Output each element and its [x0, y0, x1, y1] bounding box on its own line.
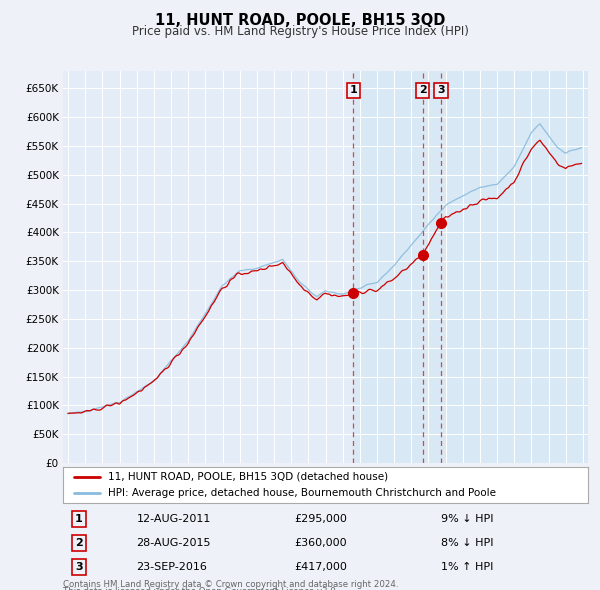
Text: 28-AUG-2015: 28-AUG-2015 [137, 538, 211, 548]
Text: £417,000: £417,000 [294, 562, 347, 572]
Text: Price paid vs. HM Land Registry's House Price Index (HPI): Price paid vs. HM Land Registry's House … [131, 25, 469, 38]
Text: 1: 1 [349, 86, 357, 96]
Text: 23-SEP-2016: 23-SEP-2016 [137, 562, 208, 572]
Text: 11, HUNT ROAD, POOLE, BH15 3QD: 11, HUNT ROAD, POOLE, BH15 3QD [155, 13, 445, 28]
Text: 11, HUNT ROAD, POOLE, BH15 3QD (detached house): 11, HUNT ROAD, POOLE, BH15 3QD (detached… [107, 472, 388, 482]
Text: 1: 1 [75, 514, 83, 524]
Text: £295,000: £295,000 [294, 514, 347, 524]
Text: 3: 3 [75, 562, 83, 572]
Text: 8% ↓ HPI: 8% ↓ HPI [441, 538, 493, 548]
Text: 12-AUG-2011: 12-AUG-2011 [137, 514, 211, 524]
Text: 9% ↓ HPI: 9% ↓ HPI [441, 514, 493, 524]
Text: £360,000: £360,000 [294, 538, 347, 548]
Bar [353, 71, 588, 463]
Text: 2: 2 [75, 538, 83, 548]
Text: 2: 2 [419, 86, 427, 96]
Text: HPI: Average price, detached house, Bournemouth Christchurch and Poole: HPI: Average price, detached house, Bour… [107, 488, 496, 498]
Text: This data is licensed under the Open Government Licence v3.0.: This data is licensed under the Open Gov… [63, 587, 338, 590]
Text: Contains HM Land Registry data © Crown copyright and database right 2024.: Contains HM Land Registry data © Crown c… [63, 580, 398, 589]
Text: 3: 3 [437, 86, 445, 96]
Text: 1% ↑ HPI: 1% ↑ HPI [441, 562, 493, 572]
